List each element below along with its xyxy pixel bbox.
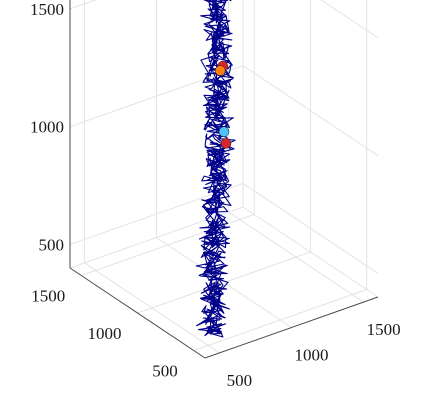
x-axis-line [204,296,379,359]
trajectory-series [195,0,236,338]
y-tick-label: 500 [152,362,178,381]
x-tick-label: 1000 [295,346,329,365]
z-tick-label: 500 [39,235,65,254]
y-tick-label: 1500 [31,287,65,306]
grid-line-z [242,183,379,274]
y-tick-label: 1000 [88,324,122,343]
trajectory-line-0 [195,0,236,338]
marker-point-2 [218,126,230,137]
marker-point-1 [214,65,226,76]
x-tick-label: 500 [227,371,253,390]
x-tick-label: 1500 [367,320,401,339]
grid-line-y [193,289,367,351]
z-tick-label: 1000 [30,118,64,137]
grid-line-y [137,251,311,314]
grid-line-z [320,0,379,39]
markers [214,60,232,149]
marker-point-3 [220,138,232,149]
grid-line-z [242,65,379,157]
tick-labels: 500 1000 1500 500 1000 1500 500 1000 1500 [30,0,401,390]
grid-line-y [81,214,255,276]
z-tick-label: 1500 [30,0,64,19]
y-axis-line [69,267,206,359]
